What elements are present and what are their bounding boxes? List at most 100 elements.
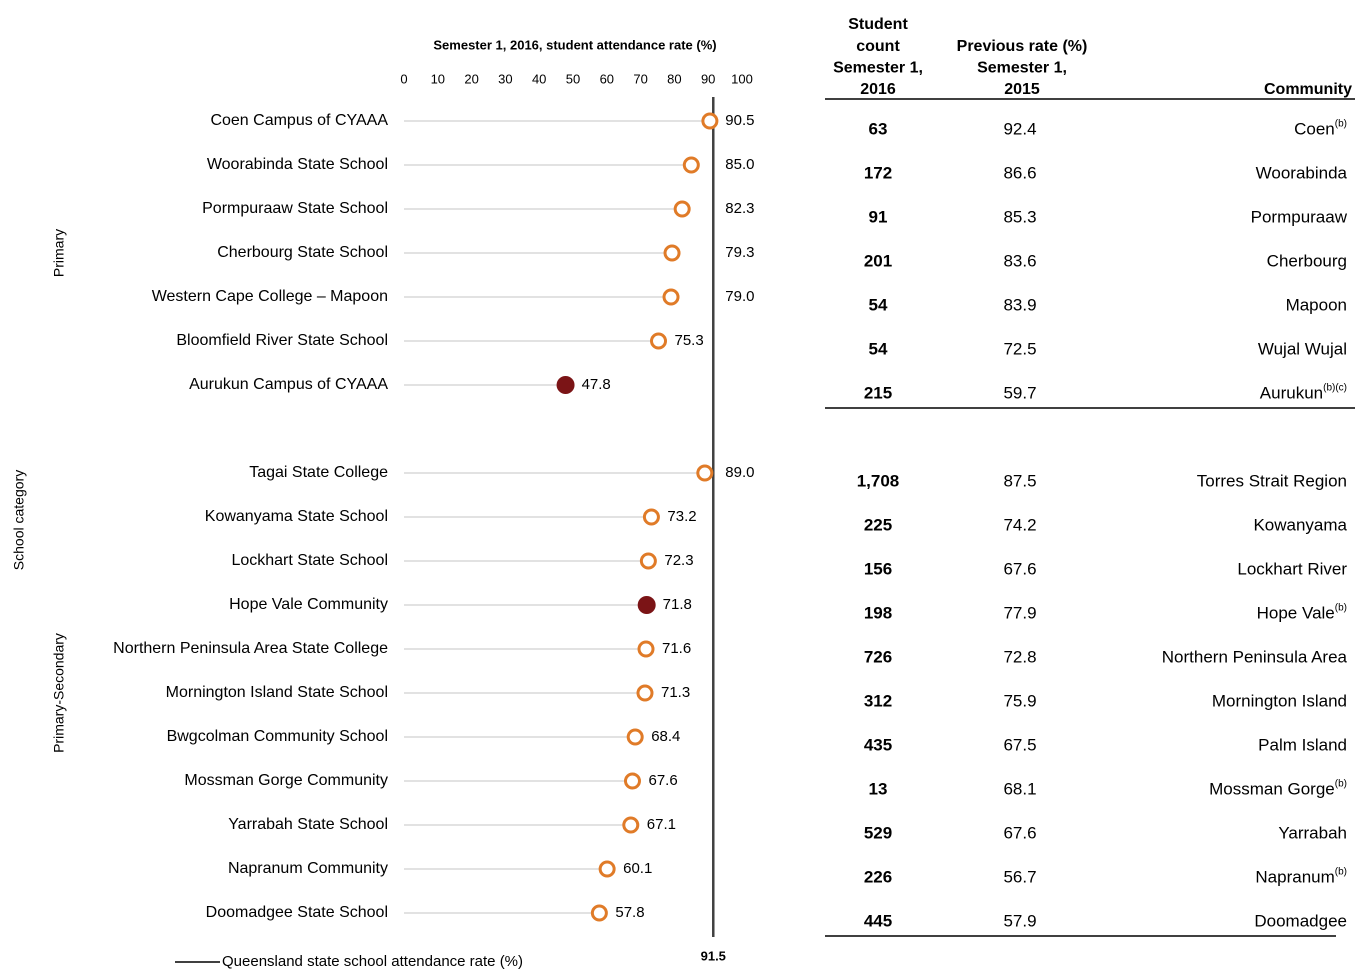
student-count: 54 [869,295,888,314]
table-header: count [856,38,900,55]
previous-rate: 87.5 [1003,471,1036,490]
student-count: 225 [864,515,892,534]
student-count: 215 [864,383,892,402]
category-label: Bwgcolman Community School [167,728,388,745]
dot [637,640,655,658]
community: Pormpuraaw [1251,207,1348,226]
category-label: Tagai State College [249,464,388,481]
category-label: Woorabinda State School [207,156,388,173]
table-header: Community [1264,81,1352,98]
dot [639,552,657,570]
previous-rate: 85.3 [1003,207,1036,226]
dot [637,596,656,614]
community: Doomadgee [1254,911,1347,930]
x-tick-label: 10 [431,71,445,86]
dot [650,332,668,350]
value-label: 57.8 [615,904,644,921]
value-label: 72.3 [664,552,693,569]
x-tick-label: 70 [633,71,647,86]
value-label: 67.6 [648,772,677,789]
value-label: 60.1 [623,860,652,877]
student-count: 445 [864,911,892,930]
previous-rate: 72.8 [1003,647,1036,666]
community: Lockhart River [1237,559,1347,578]
community: Torres Strait Region [1197,471,1347,490]
community: Kowanyama [1253,515,1347,534]
previous-rate: 67.6 [1003,559,1036,578]
category-label: Mornington Island State School [166,684,388,701]
previous-rate: 67.5 [1003,735,1036,754]
community: Napranum [1255,867,1334,886]
previous-rate: 68.1 [1003,779,1036,798]
value-label: 82.3 [725,200,754,217]
student-count: 1,708 [857,471,900,490]
y-axis-label: School category [11,470,27,570]
community: Mapoon [1286,295,1347,314]
table-header: Previous rate (%) [957,38,1088,55]
dot [642,508,660,526]
category-label: Northern Peninsula Area State College [113,640,388,657]
community: Yarrabah [1278,823,1347,842]
dot [556,376,575,394]
student-count: 435 [864,735,892,754]
x-tick-label: 80 [667,71,681,86]
dot [598,860,616,878]
group-label: Primary-Secondary [51,633,67,753]
community-note: (b) [1335,779,1347,790]
previous-rate: 75.9 [1003,691,1036,710]
x-tick-label: 30 [498,71,512,86]
x-tick-label: 0 [400,71,407,86]
chart-title: Semester 1, 2016, student attendance rat… [433,37,716,52]
student-count: 226 [864,867,892,886]
category-label: Napranum Community [228,860,388,877]
dot [673,200,691,218]
table-header: Student [848,16,908,33]
table-header: 2016 [860,81,896,98]
category-label: Aurukun Campus of CYAAA [189,376,388,393]
dot [590,904,608,922]
x-tick-label: 40 [532,71,546,86]
x-tick-label: 100 [731,71,753,86]
value-label: 67.1 [647,816,676,833]
value-label: 68.4 [651,728,680,745]
value-label: 90.5 [725,112,754,129]
category-label: Mossman Gorge Community [184,772,388,789]
category-label: Lockhart State School [231,552,388,569]
table-header: Semester 1, [833,60,923,77]
student-count: 312 [864,691,892,710]
x-tick-label: 60 [600,71,614,86]
community: Cherbourg [1267,251,1347,270]
previous-rate: 59.7 [1003,383,1036,402]
category-label: Kowanyama State School [205,508,388,525]
community-note: (b) [1335,867,1347,878]
value-label: 89.0 [725,464,754,481]
value-label: 71.8 [663,596,692,613]
previous-rate: 56.7 [1003,867,1036,886]
community: Northern Peninsula Area [1162,647,1348,666]
dot [623,772,641,790]
value-label: 71.3 [661,684,690,701]
value-label: 85.0 [725,156,754,173]
student-count: 54 [869,339,888,358]
value-label: 47.8 [582,376,611,393]
x-tick-label: 50 [566,71,580,86]
community: Mornington Island [1212,691,1347,710]
community: Aurukun [1260,383,1323,402]
previous-rate: 92.4 [1003,119,1036,138]
table-header: Semester 1, [977,60,1067,77]
reference-value: 91.5 [701,948,726,963]
previous-rate: 86.6 [1003,163,1036,182]
student-count: 63 [869,119,888,138]
community-note: (b) [1335,603,1347,614]
community: Woorabinda [1256,163,1348,182]
x-tick-label: 90 [701,71,715,86]
value-label: 73.2 [667,508,696,525]
previous-rate: 74.2 [1003,515,1036,534]
category-label: Western Cape College – Mapoon [152,288,388,305]
community-note: (b) [1335,119,1347,130]
previous-rate: 83.6 [1003,251,1036,270]
community: Coen [1294,119,1335,138]
student-count: 198 [864,603,892,622]
student-count: 13 [869,779,888,798]
previous-rate: 57.9 [1003,911,1036,930]
